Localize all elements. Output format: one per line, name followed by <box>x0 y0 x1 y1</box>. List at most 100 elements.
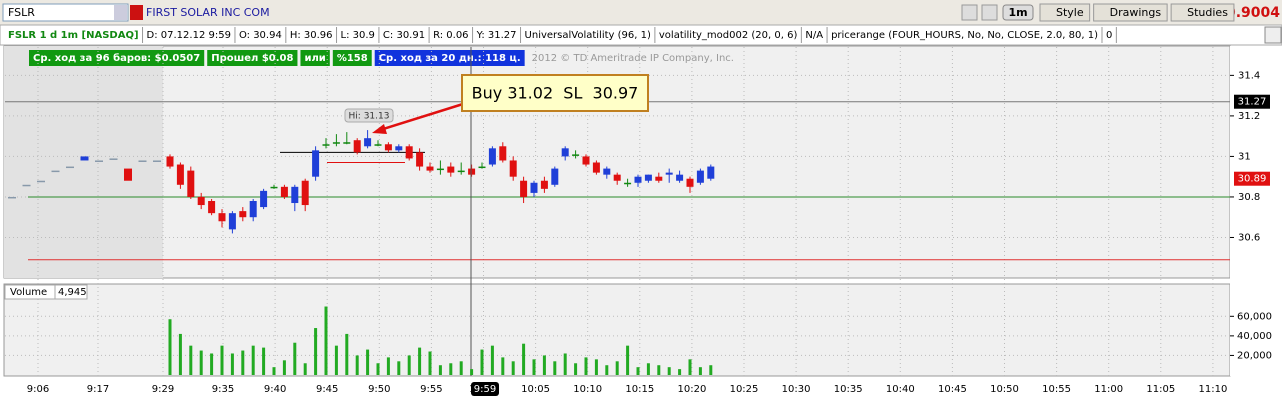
volume-title: Volume <box>10 287 47 298</box>
toolbar-button[interactable] <box>1039 3 1091 22</box>
study-label <box>374 50 525 66</box>
toolbar-button-label: Studies <box>1187 6 1228 19</box>
volume-tick-label: 40,000 <box>1237 331 1272 342</box>
volume-bar <box>449 363 453 375</box>
toolbar-button-label: Drawings <box>1110 6 1162 19</box>
candle-body <box>488 148 496 165</box>
price-marker-label: 31.27 <box>1238 97 1267 108</box>
time-label: 10:40 <box>886 384 915 395</box>
toolbar-button[interactable] <box>1170 3 1235 22</box>
tool-icon[interactable] <box>961 4 978 21</box>
premarket-bar <box>109 158 118 160</box>
candle-body <box>405 146 413 159</box>
info-item: UniversalVolatility (96, 1) <box>525 30 651 41</box>
symbol-dropdown[interactable] <box>114 5 127 20</box>
premarket-bar <box>153 160 161 162</box>
volume-bar <box>480 349 484 375</box>
time-label: 10:50 <box>990 384 1019 395</box>
volume-bar <box>511 361 515 375</box>
study-label-text: Прошел $0.08 <box>211 53 293 64</box>
symbol: FSLR <box>8 6 35 19</box>
candle-body <box>520 180 528 197</box>
info-item: FSLR 1 d 1m [NASDAQ] <box>8 30 139 41</box>
candle-body <box>280 186 288 197</box>
candle-body <box>322 144 330 146</box>
volume-bar <box>407 355 411 375</box>
volume-bar <box>522 343 526 375</box>
alert-icon[interactable] <box>130 5 143 20</box>
price-marker-label: 30.89 <box>1238 174 1267 185</box>
candle-body <box>197 196 205 206</box>
premarket-bar <box>80 156 89 161</box>
candle-body <box>416 152 424 167</box>
volume-bar <box>178 333 182 375</box>
candle-body <box>478 166 486 169</box>
study-label-text: Ср. ход за 20 дн.: 118 ц. <box>379 53 521 64</box>
candle-body <box>426 166 434 171</box>
annotation: Buy 31.02 SL 30.97 <box>472 84 639 103</box>
volume-bar <box>355 355 359 375</box>
time-label: 10:30 <box>782 384 811 395</box>
candle-body <box>291 186 299 204</box>
candle-body <box>572 154 580 156</box>
toolbar-button[interactable] <box>1093 3 1168 22</box>
y-tick-label: 30.8 <box>1238 192 1260 203</box>
time-label: 10:35 <box>834 384 863 395</box>
candle-body <box>696 170 704 183</box>
info-item: Y: 31.27 <box>476 30 517 41</box>
symbol-box[interactable] <box>2 3 129 22</box>
volume-bar <box>428 351 432 375</box>
volume-bar <box>615 361 619 375</box>
info-item: L: 30.9 <box>341 30 375 41</box>
candle-body <box>707 166 715 179</box>
candle-body <box>540 180 548 189</box>
y-tick-label: 30.6 <box>1238 232 1260 243</box>
volume-bar <box>386 357 390 375</box>
volume-bar <box>438 365 442 375</box>
candle-body <box>603 168 611 175</box>
candle-body <box>457 170 465 173</box>
timeframe-button[interactable] <box>1002 4 1034 21</box>
candle-body <box>187 170 195 197</box>
candle-body <box>249 201 257 218</box>
candle-body <box>665 172 673 175</box>
time-label: 10:55 <box>1042 384 1071 395</box>
volume-bar <box>688 359 692 375</box>
time-label: 10:05 <box>521 384 550 395</box>
volume-bar <box>324 306 328 375</box>
volume-bar <box>657 365 661 375</box>
time-label: 9:40 <box>264 384 286 395</box>
annotation-arrowhead <box>372 124 387 134</box>
candle-body <box>686 178 694 187</box>
volume-bar <box>303 363 307 375</box>
time-label: 11:00 <box>1094 384 1123 395</box>
candle-body <box>166 156 174 167</box>
volume-bar <box>490 345 494 375</box>
volume-bar <box>459 361 463 375</box>
volume-bar <box>532 359 536 375</box>
info-item: O: 30.94 <box>239 30 282 41</box>
volume-tick-label: 20,000 <box>1237 350 1272 361</box>
copyright: 2012 © TD Ameritrade IP Company, Inc. <box>532 53 734 64</box>
volume-panel <box>3 283 1231 377</box>
panel-icon[interactable] <box>1264 26 1282 44</box>
volume-bar <box>251 345 255 375</box>
candle-body <box>239 211 247 218</box>
y-tick-label: 31 <box>1238 151 1251 162</box>
volume-bar <box>334 345 338 375</box>
study-label <box>332 50 372 66</box>
volume-bar <box>199 350 203 375</box>
info-item: C: 30.91 <box>383 30 425 41</box>
candle-body <box>436 168 444 171</box>
volume-tick-label: 60,000 <box>1237 311 1272 322</box>
volume-bar <box>230 353 234 375</box>
volume-bar <box>709 365 713 375</box>
tool-icon[interactable] <box>981 4 998 21</box>
volume-bar <box>220 345 224 375</box>
annotation-box <box>461 74 649 112</box>
info-item: H: 30.96 <box>290 30 333 41</box>
premarket-bar <box>22 184 31 187</box>
price-marker <box>1234 94 1270 109</box>
candle-body <box>332 142 340 144</box>
